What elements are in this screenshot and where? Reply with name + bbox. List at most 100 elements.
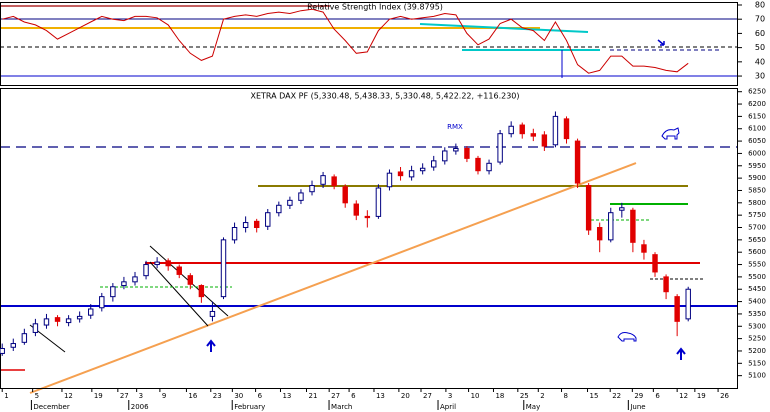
x-tick-label: 15 (590, 392, 599, 400)
y-tick-label: 70 (755, 15, 765, 24)
candle-body (121, 281, 127, 287)
candle-body (198, 285, 205, 298)
candle-body (619, 207, 625, 211)
candle-body (475, 157, 481, 172)
y-tick-label: 5450 (748, 285, 766, 293)
x-tick-label: 6 (351, 392, 356, 400)
x-tick-label: 19 (94, 392, 103, 400)
y-tick-label: 5750 (748, 211, 766, 219)
y-tick-label: 5900 (748, 174, 766, 182)
x-tick-label: 8 (564, 392, 568, 400)
y-tick-label: 5550 (748, 261, 766, 269)
y-tick-label: 5650 (748, 236, 766, 244)
candle-body (287, 199, 293, 206)
candle-body (154, 261, 160, 266)
candle-body (519, 124, 525, 135)
x-tick-label: 16 (188, 392, 197, 400)
y-tick-label: 50 (755, 43, 765, 52)
x-tick-label: 3 (448, 392, 452, 400)
candle-body (76, 315, 83, 320)
x-tick-label: 23 (213, 392, 222, 400)
y-tick-label: 30 (755, 72, 765, 81)
x-tick-label: 6 (655, 392, 660, 400)
candle-body (342, 186, 348, 204)
candle-body (375, 187, 382, 217)
candle-body (486, 162, 492, 172)
month-label: 2006 (131, 403, 149, 411)
rsi-guides (0, 5, 738, 78)
candle-body (431, 160, 437, 168)
price-title: XETRA DAX PF (5,330.48, 5,438.33, 5,330.… (250, 92, 519, 101)
x-tick-label: 1 (4, 392, 8, 400)
rsi-line (2, 8, 689, 74)
y-tick-label: 5100 (748, 372, 766, 380)
x-tick-label: 25 (520, 392, 529, 400)
candle-body (276, 204, 282, 214)
candle-body (397, 171, 404, 177)
x-tick-label: 27 (120, 392, 129, 400)
x-tick-label: 19 (697, 392, 706, 400)
x-tick-label: 13 (376, 392, 385, 400)
candle-body (209, 310, 216, 317)
x-tick-label: 18 (495, 392, 504, 400)
rsi-title: Relative Strength Index (39.8795) (307, 3, 443, 12)
candle-body (231, 227, 238, 241)
y-tick-label: 6100 (748, 125, 766, 133)
candle-body (331, 176, 337, 187)
y-tick-label: 5300 (748, 322, 766, 330)
x-tick-label: 10 (471, 392, 480, 400)
y-tick-label: 5500 (748, 273, 766, 281)
candle-body (574, 140, 581, 184)
candle-body (630, 209, 636, 243)
rsi-frame (0, 2, 738, 86)
annotation: RMX (447, 123, 463, 131)
candle-body (43, 318, 50, 326)
candle-body (176, 266, 182, 275)
y-tick-label: 5400 (748, 298, 766, 306)
y-tick-label: 5850 (748, 186, 766, 194)
month-label: February (234, 403, 265, 411)
candle-body (641, 244, 647, 253)
candle-body (265, 212, 271, 227)
candle-body (320, 175, 326, 185)
y-tick-label: 5350 (748, 310, 766, 318)
candle-body (32, 323, 39, 333)
candle-body (685, 288, 691, 320)
y-tick-label: 5150 (748, 359, 766, 367)
candle-body (353, 203, 359, 216)
candle-body (298, 192, 304, 201)
candle-body (464, 147, 470, 159)
month-label: May (526, 403, 540, 411)
candle-body (585, 185, 592, 231)
y-tick-label: 40 (755, 57, 765, 66)
price-frame (0, 88, 738, 389)
candle-body (386, 172, 393, 188)
candle-body (419, 167, 426, 172)
candle-body (663, 276, 669, 293)
candle-body (652, 254, 658, 273)
candle-body (10, 343, 16, 348)
x-tick-label: 12 (64, 392, 73, 400)
x-tick-label: 6 (258, 392, 263, 400)
y-tick-label: 5200 (748, 347, 766, 355)
candle-body (608, 212, 614, 241)
candle-body (596, 227, 603, 241)
candle-body (0, 347, 5, 354)
y-tick-label: 5700 (748, 224, 766, 232)
candle-body (497, 133, 503, 163)
x-tick-label: 13 (282, 392, 291, 400)
y-tick-label: 60 (755, 29, 765, 38)
candle-body (453, 147, 459, 152)
candle-body (364, 215, 371, 219)
x-tick-label: 29 (634, 392, 643, 400)
x-tick-label: 5 (35, 392, 39, 400)
candle-body (563, 118, 570, 140)
x-tick-label: 9 (162, 392, 166, 400)
candle-body (442, 150, 448, 162)
month-label: December (33, 403, 69, 411)
x-tick-label: 26 (720, 392, 729, 400)
candle-body (187, 275, 194, 285)
x-tick-label: 27 (331, 392, 340, 400)
candle-body (674, 296, 680, 322)
